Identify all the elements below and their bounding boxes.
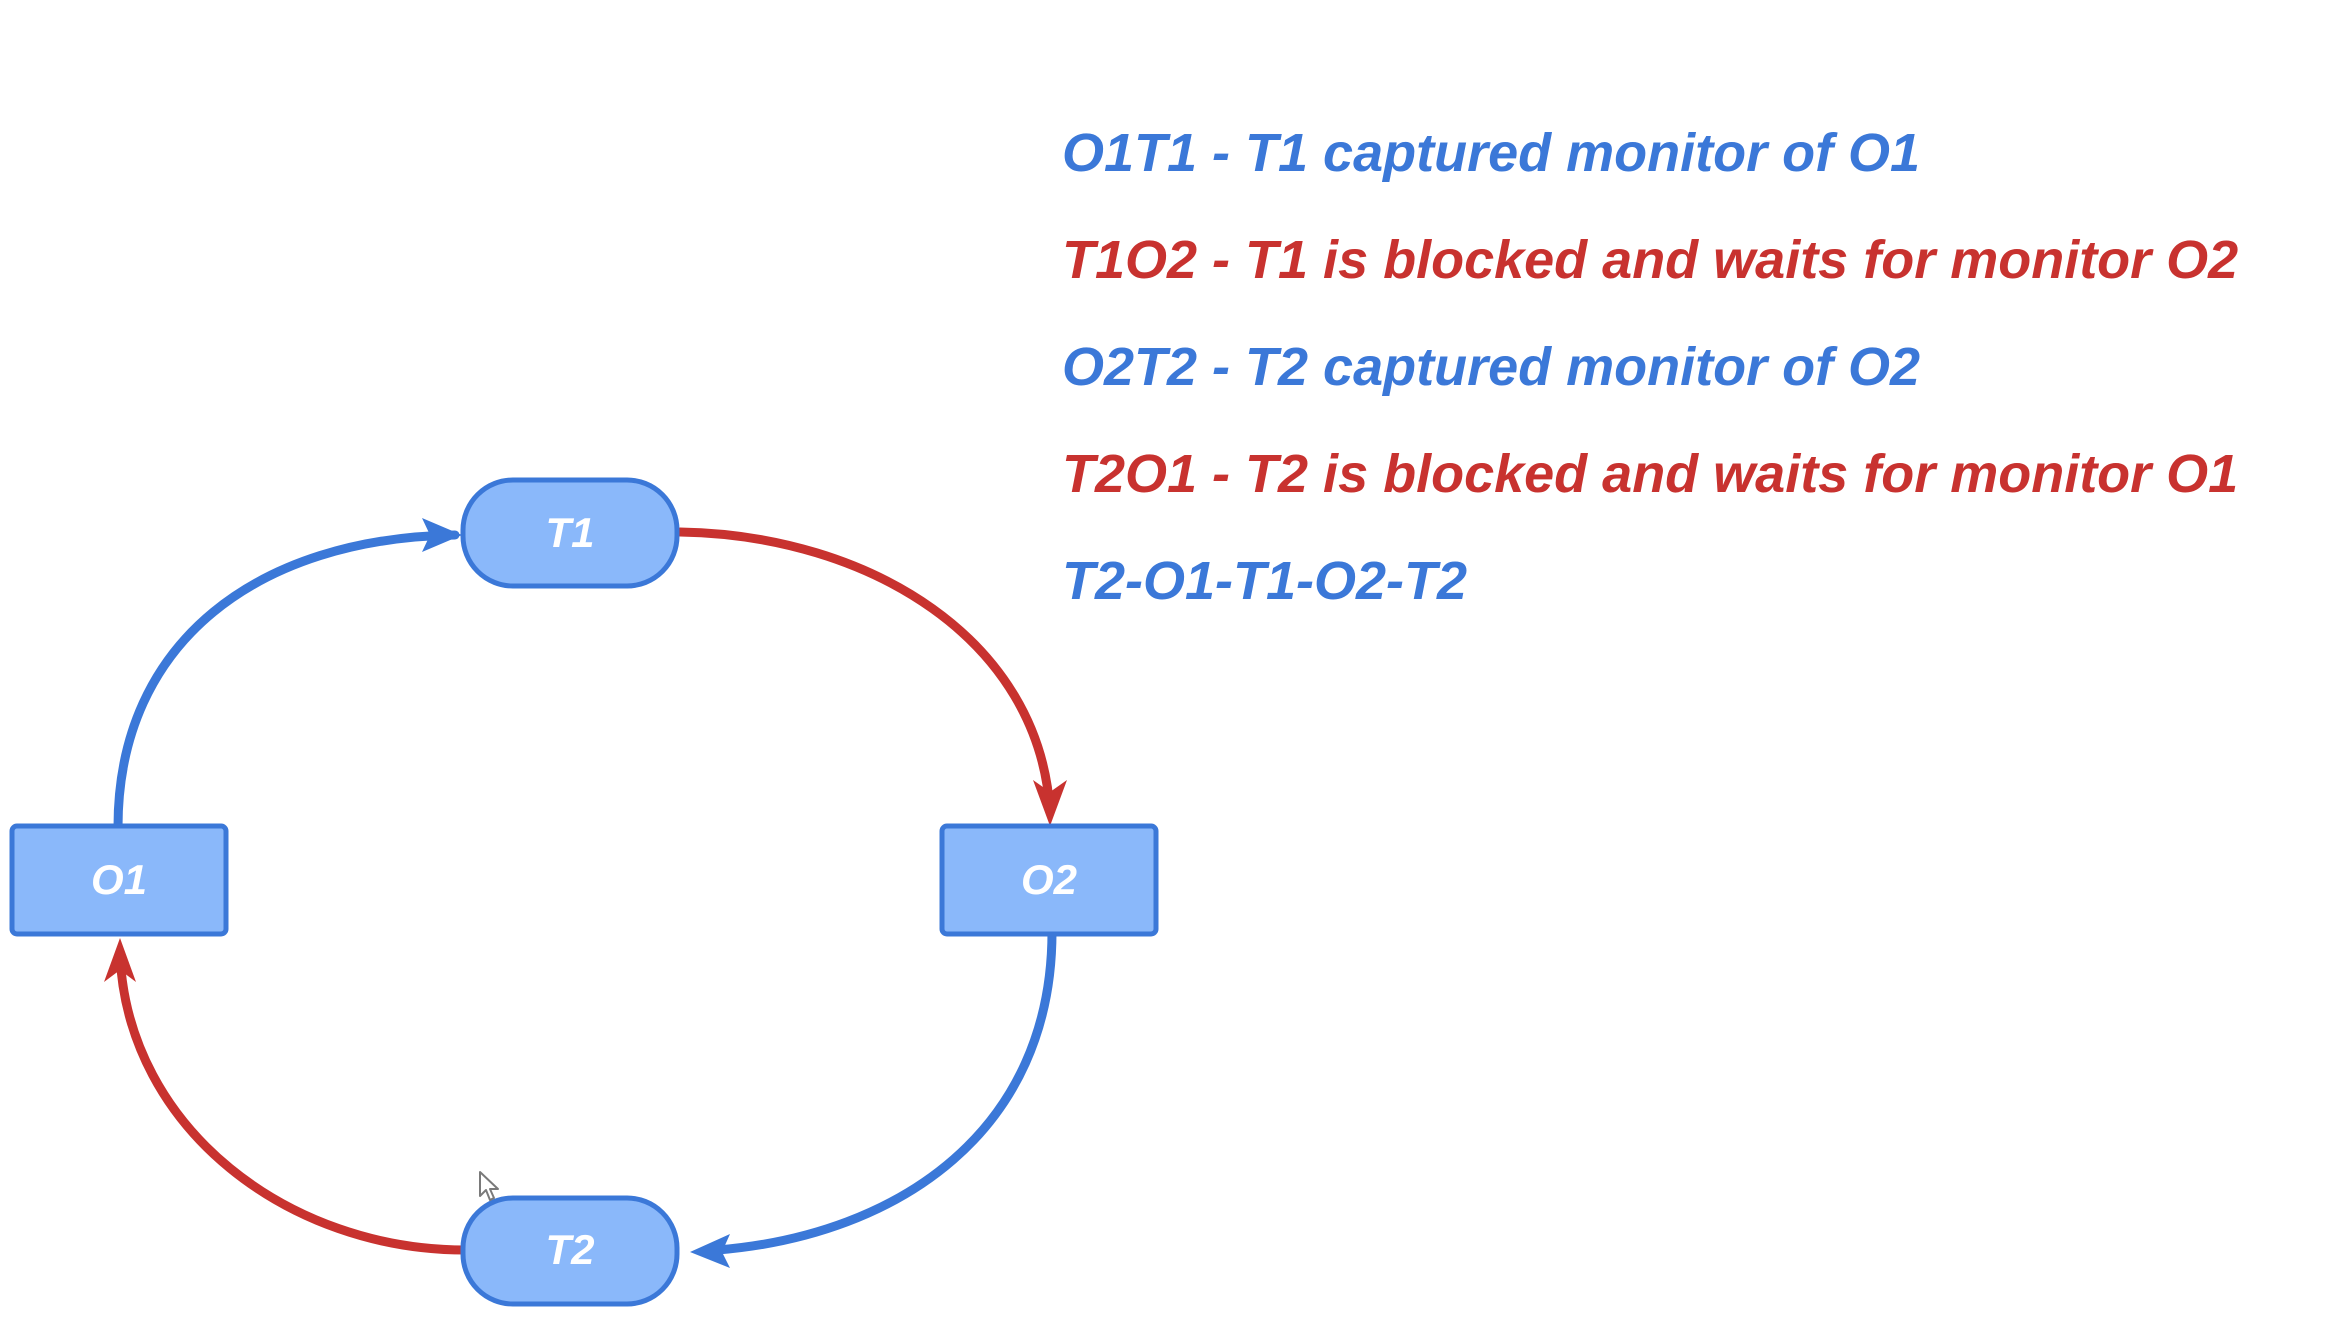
legend-line-o2t2: O2T2 - T2 captured monitor of O2 bbox=[1062, 337, 1921, 397]
legend: O1T1 - T1 captured monitor of O1 T1O2 - … bbox=[1062, 100, 2238, 635]
node-o2-label: O2 bbox=[1021, 856, 1077, 903]
edge-t2-o1 bbox=[115, 950, 470, 1255]
node-t1[interactable]: T1 bbox=[460, 477, 680, 589]
node-t2[interactable]: T2 bbox=[460, 1195, 680, 1307]
edge-o1-t1 bbox=[113, 530, 460, 832]
node-o1[interactable]: O1 bbox=[9, 823, 229, 937]
node-t1-label: T1 bbox=[545, 509, 594, 556]
mouse-cursor-icon bbox=[479, 1171, 499, 1201]
legend-line-t2o1: T2O1 - T2 is blocked and waits for monit… bbox=[1062, 444, 2239, 504]
legend-line-cycle: T2-O1-T1-O2-T2 bbox=[1062, 551, 1468, 611]
node-o2[interactable]: O2 bbox=[939, 823, 1159, 937]
legend-line-o1t1: O1T1 - T1 captured monitor of O1 bbox=[1062, 123, 1921, 183]
arrowhead-t2-o1 bbox=[104, 938, 136, 982]
edge-o2-t2 bbox=[713, 927, 1057, 1255]
arrowhead-o2-t2 bbox=[690, 1234, 730, 1268]
arrowhead-o1-t1 bbox=[422, 518, 462, 552]
legend-line-t1o2: T1O2 - T1 is blocked and waits for monit… bbox=[1062, 230, 2239, 290]
edge-t1-o2 bbox=[675, 527, 1055, 817]
node-t2-label: T2 bbox=[545, 1226, 594, 1273]
arrowhead-t1-o2 bbox=[1033, 780, 1067, 826]
node-o1-label: O1 bbox=[91, 856, 147, 903]
